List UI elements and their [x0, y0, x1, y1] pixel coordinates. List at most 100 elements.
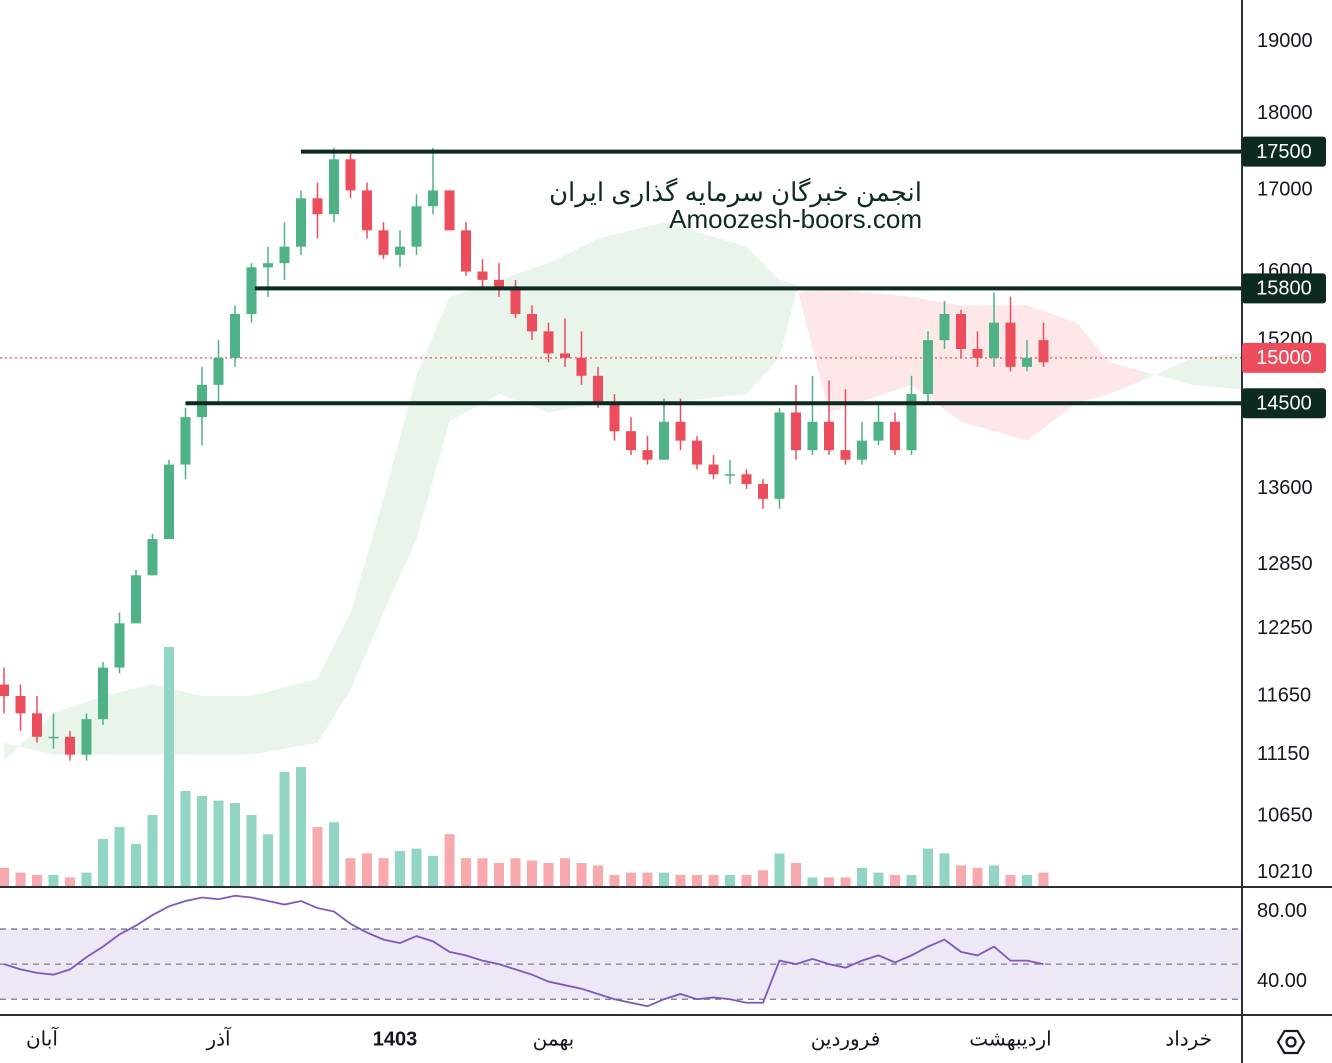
candle-body [791, 412, 801, 451]
volume-bar [791, 863, 801, 887]
y-tick-label: 12250 [1257, 617, 1313, 639]
volume-bar [0, 867, 9, 887]
candle-body [114, 623, 125, 668]
volume-bar [444, 834, 455, 887]
candle-body [15, 695, 26, 714]
volume-bar [873, 872, 884, 887]
volume-bar [989, 865, 999, 887]
cloud-segment [598, 222, 664, 404]
cloud-segment [251, 678, 318, 755]
candle-body [362, 190, 372, 231]
x-tick-label: 1403 [373, 1028, 418, 1050]
candle-body [609, 403, 620, 432]
candle-body [741, 474, 752, 485]
level-label-box [1242, 136, 1326, 167]
volume-bar [329, 822, 339, 887]
volume-bar [48, 875, 59, 887]
volume-bar [725, 875, 735, 887]
candle-body [510, 288, 521, 314]
candle-body [0, 684, 9, 696]
volume-bar [626, 872, 636, 887]
volume-bar [692, 875, 702, 887]
candle-body [873, 421, 884, 441]
volume-bar [1005, 875, 1016, 887]
candle-body [708, 464, 719, 475]
candle-body [840, 450, 851, 460]
volume-bar [609, 875, 620, 887]
candle-body [692, 440, 702, 465]
cloud-segment [746, 246, 780, 395]
rsi-line [3, 894, 1044, 1008]
candle-body [164, 464, 174, 540]
volume-bar [312, 827, 323, 887]
candle-body [807, 421, 818, 451]
cloud-segment [53, 695, 103, 755]
cloud-segment [499, 263, 549, 413]
last-price-label: 15000 [1256, 347, 1312, 369]
volume-bar [527, 860, 537, 887]
volume-bar [576, 863, 587, 887]
candle-body [147, 539, 158, 576]
volume-bar [675, 875, 686, 887]
volume-bar [774, 853, 785, 887]
candle-body [956, 313, 966, 349]
volume-bar [840, 877, 851, 887]
volume-bar [131, 843, 141, 887]
volume-bar [230, 803, 240, 887]
x-tick-label: اردیبهشت [969, 1028, 1051, 1050]
cloud-segment [664, 222, 747, 404]
candle-body [659, 421, 669, 460]
volume-bar [510, 858, 521, 887]
x-tick-label: فروردین [811, 1028, 881, 1050]
volume-bar [824, 877, 834, 887]
volume-bar [213, 800, 224, 887]
candle-body [197, 384, 207, 418]
volume-bar [65, 877, 75, 887]
candle-body [378, 230, 389, 255]
cloud-segment [317, 612, 351, 743]
level-label-box [1242, 273, 1326, 304]
volume-bar [807, 877, 818, 887]
price-pane [0, 147, 1242, 761]
y-tick-label: 19000 [1257, 30, 1313, 52]
volume-bar [411, 848, 422, 887]
cloud-segment [548, 238, 598, 413]
cloud-segment [4, 713, 54, 761]
volume-bar [593, 865, 603, 887]
y-tick-label: 10650 [1257, 804, 1313, 826]
volume-bar [956, 865, 966, 887]
cloud-segment [416, 296, 450, 540]
candle-body [213, 357, 224, 385]
y-tick-label: 10210 [1257, 861, 1313, 883]
candle-body [444, 190, 455, 231]
volume-bar [114, 827, 125, 887]
candle-body [263, 263, 273, 268]
y-tick-label: 17000 [1257, 179, 1313, 201]
volume-bar [741, 875, 752, 887]
level-label: 17500 [1256, 141, 1312, 163]
candle-body [576, 357, 587, 376]
volume-bar [164, 647, 174, 887]
settings-icon[interactable] [1276, 1029, 1306, 1055]
candle-body [312, 198, 323, 215]
watermark-url: Amoozesh-boors.com [669, 204, 922, 234]
candle-body [65, 736, 75, 755]
volume-bar [906, 875, 917, 887]
candle-body [296, 198, 306, 247]
candle-body [527, 313, 537, 332]
y-tick-label: 12850 [1257, 553, 1313, 575]
candle-body [98, 667, 108, 720]
candle-body [411, 206, 422, 247]
rsi-tick-label: 80.00 [1257, 900, 1307, 922]
candle-body [675, 421, 686, 441]
candle-body [642, 450, 653, 460]
volume-bar [362, 853, 372, 887]
candle-body [428, 190, 438, 207]
volume-bar [758, 870, 768, 887]
volume-bar [15, 872, 26, 887]
level-label: 15800 [1256, 278, 1312, 300]
x-tick-label: آذر [205, 1026, 232, 1050]
volume-bar [1022, 875, 1032, 887]
candle-body [1005, 322, 1016, 367]
x-tick-label: خرداد [1165, 1028, 1212, 1050]
